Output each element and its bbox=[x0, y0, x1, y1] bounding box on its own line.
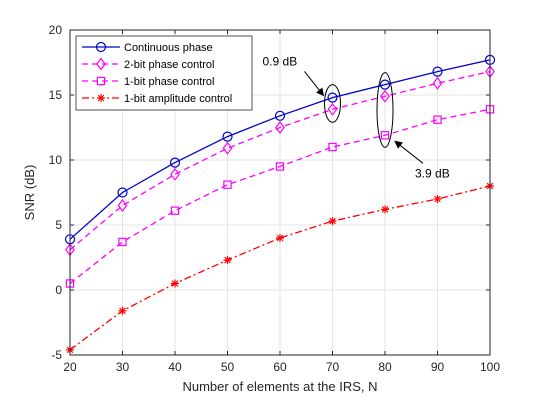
data-point bbox=[327, 92, 338, 103]
legend-marker bbox=[97, 94, 105, 102]
legend-marker bbox=[96, 76, 106, 86]
data-point bbox=[276, 234, 284, 242]
legend-item: 1-bit amplitude control bbox=[82, 93, 232, 105]
data-point bbox=[170, 167, 180, 181]
x-tick-label: 80 bbox=[378, 360, 392, 374]
x-tick-label: 50 bbox=[221, 360, 235, 374]
y-tick-label: 20 bbox=[49, 23, 63, 37]
data-point bbox=[432, 76, 443, 90]
data-point bbox=[117, 199, 128, 212]
legend-label: Continuous phase bbox=[124, 42, 213, 54]
data-point bbox=[328, 217, 337, 226]
annotations: 0.9 dB 3.9 dB bbox=[263, 54, 450, 180]
axis-ticks: 20 30 40 50 60 70 80 90 100 -5 0 5 10 15 20 bbox=[49, 23, 501, 374]
series-line bbox=[69, 59, 491, 240]
data-point bbox=[275, 121, 285, 134]
legend-marker bbox=[95, 41, 107, 53]
data-point bbox=[328, 142, 337, 152]
data-point bbox=[118, 306, 127, 315]
data-point bbox=[170, 206, 180, 215]
data-point bbox=[171, 279, 179, 288]
y-axis-label: SNR (dB) bbox=[22, 165, 37, 221]
series-2 bbox=[65, 105, 495, 288]
annotation-ellipse bbox=[376, 72, 394, 148]
legend-item: Continuous phase bbox=[82, 41, 213, 54]
annotation-arrow bbox=[304, 71, 325, 97]
data-point bbox=[117, 187, 128, 198]
legend-label: 1-bit phase control bbox=[124, 76, 215, 88]
annotation-label: 0.9 dB bbox=[263, 54, 298, 68]
data-point bbox=[379, 79, 391, 90]
y-tick-label: 5 bbox=[55, 218, 62, 232]
annotation-label: 3.9 dB bbox=[415, 166, 450, 180]
data-point bbox=[223, 180, 232, 189]
x-tick-label: 90 bbox=[431, 360, 445, 374]
y-tick-label: 15 bbox=[49, 88, 63, 102]
series-line bbox=[69, 70, 491, 251]
legend-item: 2-bit phase control bbox=[82, 57, 215, 71]
series-3 bbox=[66, 182, 494, 354]
legend-label: 1-bit amplitude control bbox=[124, 93, 232, 105]
y-tick-label: 0 bbox=[55, 283, 62, 297]
y-tick-label: 10 bbox=[49, 153, 63, 167]
x-tick-label: 40 bbox=[168, 360, 182, 374]
series-line bbox=[69, 108, 491, 285]
data-point bbox=[381, 205, 389, 214]
x-tick-label: 20 bbox=[63, 360, 77, 374]
legend: Continuous phase 2-bit phase control 1-bit… bbox=[75, 35, 253, 111]
x-tick-label: 30 bbox=[116, 360, 130, 374]
data-point bbox=[274, 110, 286, 121]
data-point bbox=[380, 89, 390, 103]
annotation-ellipse bbox=[324, 84, 341, 123]
legend-item: 1-bit phase control bbox=[82, 76, 215, 88]
data-point bbox=[433, 195, 442, 203]
data-point bbox=[433, 115, 442, 124]
data-point bbox=[275, 162, 285, 171]
annotation-arrow bbox=[394, 140, 424, 164]
data-point bbox=[380, 131, 390, 140]
data-point bbox=[222, 131, 233, 142]
x-tick-label: 60 bbox=[273, 360, 287, 374]
data-point bbox=[432, 66, 443, 77]
y-tick-label: -5 bbox=[51, 348, 62, 362]
data-point bbox=[223, 256, 232, 265]
data-point bbox=[327, 102, 338, 116]
series-layer bbox=[64, 54, 496, 354]
data-point bbox=[169, 157, 181, 168]
legend-label: 2-bit phase control bbox=[124, 59, 215, 71]
data-point bbox=[222, 141, 233, 155]
legend-marker bbox=[96, 57, 106, 71]
x-tick-label: 70 bbox=[326, 360, 340, 374]
data-point bbox=[118, 237, 127, 247]
x-axis-label: Number of elements at the IRS, N bbox=[182, 379, 377, 394]
series-line bbox=[69, 185, 491, 351]
x-tick-label: 100 bbox=[480, 360, 500, 374]
